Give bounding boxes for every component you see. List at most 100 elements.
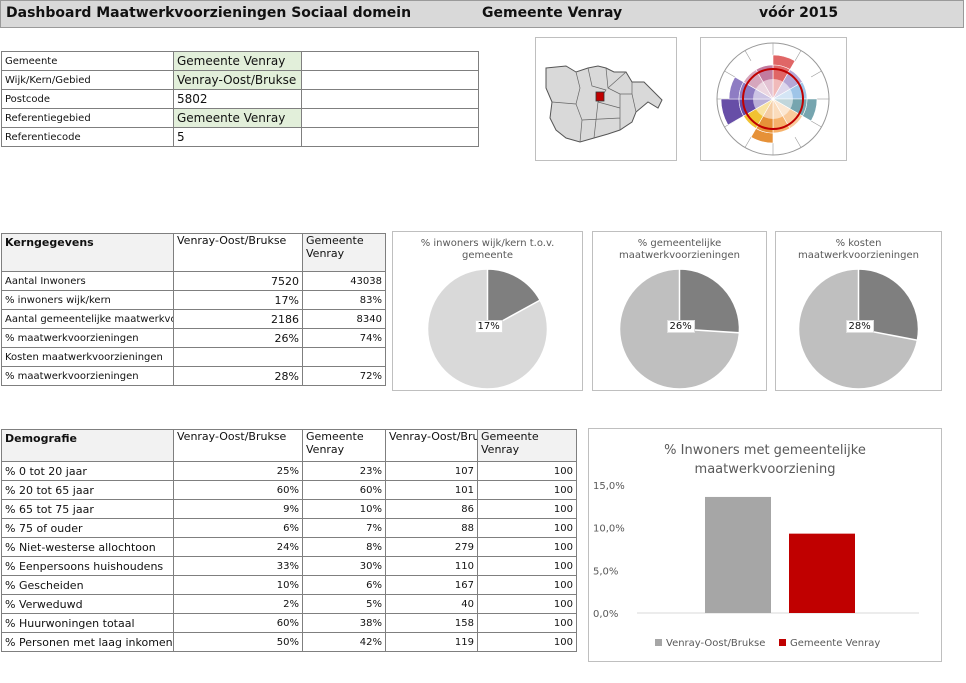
demo-index-gemeente: 100	[477, 537, 577, 557]
kern-value-gemeente: 43038	[302, 271, 386, 291]
kern-title: Kerngegevens	[1, 233, 174, 272]
kern-value-wijk: 26%	[173, 328, 303, 348]
demo-index-gemeente: 100	[477, 480, 577, 500]
bar-wijk	[705, 496, 771, 613]
info-row: Wijk/Kern/Gebied Venray-Oost/Brukse	[1, 70, 479, 90]
info-value[interactable]: Venray-Oost/Brukse	[173, 70, 302, 90]
radial-inner-overlay	[753, 79, 793, 119]
demo-row: % 0 tot 20 jaar 25% 23% 107 100	[1, 461, 577, 481]
demo-row: % 20 tot 65 jaar 60% 60% 101 100	[1, 480, 577, 500]
demo-row: % Huurwoningen totaal 60% 38% 158 100	[1, 613, 577, 633]
info-label: Postcode	[1, 89, 174, 109]
pie-data-label: 17%	[474, 320, 503, 333]
info-value[interactable]: 5	[173, 127, 302, 147]
demo-col-gemeente: Gemeente Venray	[302, 429, 386, 462]
municipality-title: Gemeente Venray	[482, 5, 623, 21]
demo-row-label: % Gescheiden	[1, 575, 174, 595]
kern-row-label: % maatwerkvoorzieningen	[1, 328, 174, 348]
radial-grid-line	[744, 50, 752, 62]
info-row: Referentiecode 5	[1, 127, 479, 147]
info-value[interactable]: 5802	[173, 89, 302, 109]
kern-value-gemeente: 83%	[302, 290, 386, 310]
pie-title: % gemeentelijke maatwerkvoorzieningen	[619, 238, 740, 261]
demo-row-label: % Personen met laag inkomen	[1, 632, 174, 652]
kern-row: % inwoners wijk/kern 17% 83%	[1, 290, 386, 310]
info-empty-cell	[301, 51, 479, 71]
pie-chart	[618, 268, 741, 390]
demo-row-label: % 20 tot 65 jaar	[1, 480, 174, 500]
radial-chart-thumbnail	[700, 37, 847, 161]
demo-value-wijk: 50%	[173, 632, 303, 652]
demo-row: % Niet-westerse allochtoon 24% 8% 279 100	[1, 537, 577, 557]
kern-row-label: Aantal gemeentelijke maatwerkvoorziening…	[1, 309, 174, 329]
info-empty-cell	[301, 89, 479, 109]
radial-reference-circle	[742, 68, 804, 130]
info-value[interactable]: Gemeente Venray	[173, 108, 302, 128]
pie-slice-share	[486, 268, 542, 331]
demo-row: % Gescheiden 10% 6% 167 100	[1, 575, 577, 595]
demo-value-wijk: 2%	[173, 594, 303, 614]
demo-col-gemeente-index: Gemeente Venray	[477, 429, 577, 462]
pie-panel: % inwoners wijk/kern t.o.v. gemeente 17%	[392, 231, 583, 391]
kern-value-wijk	[173, 347, 303, 367]
demo-value-gemeente: 60%	[302, 480, 386, 500]
pie-data-label: 28%	[845, 320, 874, 333]
demo-index-gemeente: 100	[477, 632, 577, 652]
kern-value-gemeente: 8340	[302, 309, 386, 329]
demo-row: % 65 tot 75 jaar 9% 10% 86 100	[1, 499, 577, 519]
kern-row: % maatwerkvoorzieningen 28% 72%	[1, 366, 386, 386]
info-empty-cell	[301, 70, 479, 90]
title-bar: Dashboard Maatwerkvoorzieningen Sociaal …	[0, 0, 964, 28]
radial-grid-line	[724, 70, 736, 78]
pie-panel: % gemeentelijke maatwerkvoorzieningen 26%	[592, 231, 767, 391]
demo-row-label: % Niet-westerse allochtoon	[1, 537, 174, 557]
demo-row-label: % Eenpersoons huishoudens	[1, 556, 174, 576]
kern-row: Aantal gemeentelijke maatwerkvoorziening…	[1, 309, 386, 329]
demo-title: Demografie	[1, 429, 174, 462]
kern-value-wijk: 17%	[173, 290, 303, 310]
demo-row-label: % 0 tot 20 jaar	[1, 461, 174, 481]
kern-col-gemeente: Gemeente Venray	[302, 233, 386, 272]
map-thumbnail	[535, 37, 677, 161]
radial-grid-line	[810, 70, 822, 78]
demo-index-gemeente: 100	[477, 575, 577, 595]
y-tick-label: 15,0%	[593, 481, 625, 492]
info-row: Referentiegebied Gemeente Venray	[1, 108, 479, 128]
demo-row: % 75 of ouder 6% 7% 88 100	[1, 518, 577, 538]
demo-value-wijk: 10%	[173, 575, 303, 595]
demo-index-gemeente: 100	[477, 499, 577, 519]
demo-value-gemeente: 6%	[302, 575, 386, 595]
demo-index-wijk: 107	[385, 461, 478, 481]
demo-row: % Personen met laag inkomen 50% 42% 119 100	[1, 632, 577, 652]
demo-value-wijk: 60%	[173, 480, 303, 500]
info-label: Gemeente	[1, 51, 174, 71]
info-label: Referentiegebied	[1, 108, 174, 128]
demo-value-wijk: 60%	[173, 613, 303, 633]
info-row: Postcode 5802	[1, 89, 479, 109]
demo-value-gemeente: 5%	[302, 594, 386, 614]
demo-value-gemeente: 23%	[302, 461, 386, 481]
radial-grid-line	[810, 120, 822, 128]
y-tick-label: 0,0%	[593, 609, 618, 620]
kern-row-label: Aantal Inwoners	[1, 271, 174, 291]
legend-swatch	[655, 639, 662, 646]
kern-value-wijk: 28%	[173, 366, 303, 386]
kern-row: % maatwerkvoorzieningen 26% 74%	[1, 328, 386, 348]
period-title: vóór 2015	[759, 5, 839, 21]
info-value[interactable]: Gemeente Venray	[173, 51, 302, 71]
pie-chart	[426, 268, 549, 390]
demo-value-gemeente: 38%	[302, 613, 386, 633]
info-row: Gemeente Gemeente Venray	[1, 51, 479, 71]
info-label: Wijk/Kern/Gebied	[1, 70, 174, 90]
radial-grid-line	[794, 136, 802, 148]
info-empty-cell	[301, 108, 479, 128]
demo-index-wijk: 167	[385, 575, 478, 595]
kern-col-wijk: Venray-Oost/Brukse	[173, 233, 303, 272]
kern-value-gemeente	[302, 347, 386, 367]
demo-value-wijk: 9%	[173, 499, 303, 519]
kern-value-gemeente: 72%	[302, 366, 386, 386]
kern-value-gemeente: 74%	[302, 328, 386, 348]
kern-row-label: Kosten maatwerkvoorzieningen	[1, 347, 174, 367]
demo-index-gemeente: 100	[477, 461, 577, 481]
pie-title: % inwoners wijk/kern t.o.v. gemeente	[420, 238, 555, 261]
